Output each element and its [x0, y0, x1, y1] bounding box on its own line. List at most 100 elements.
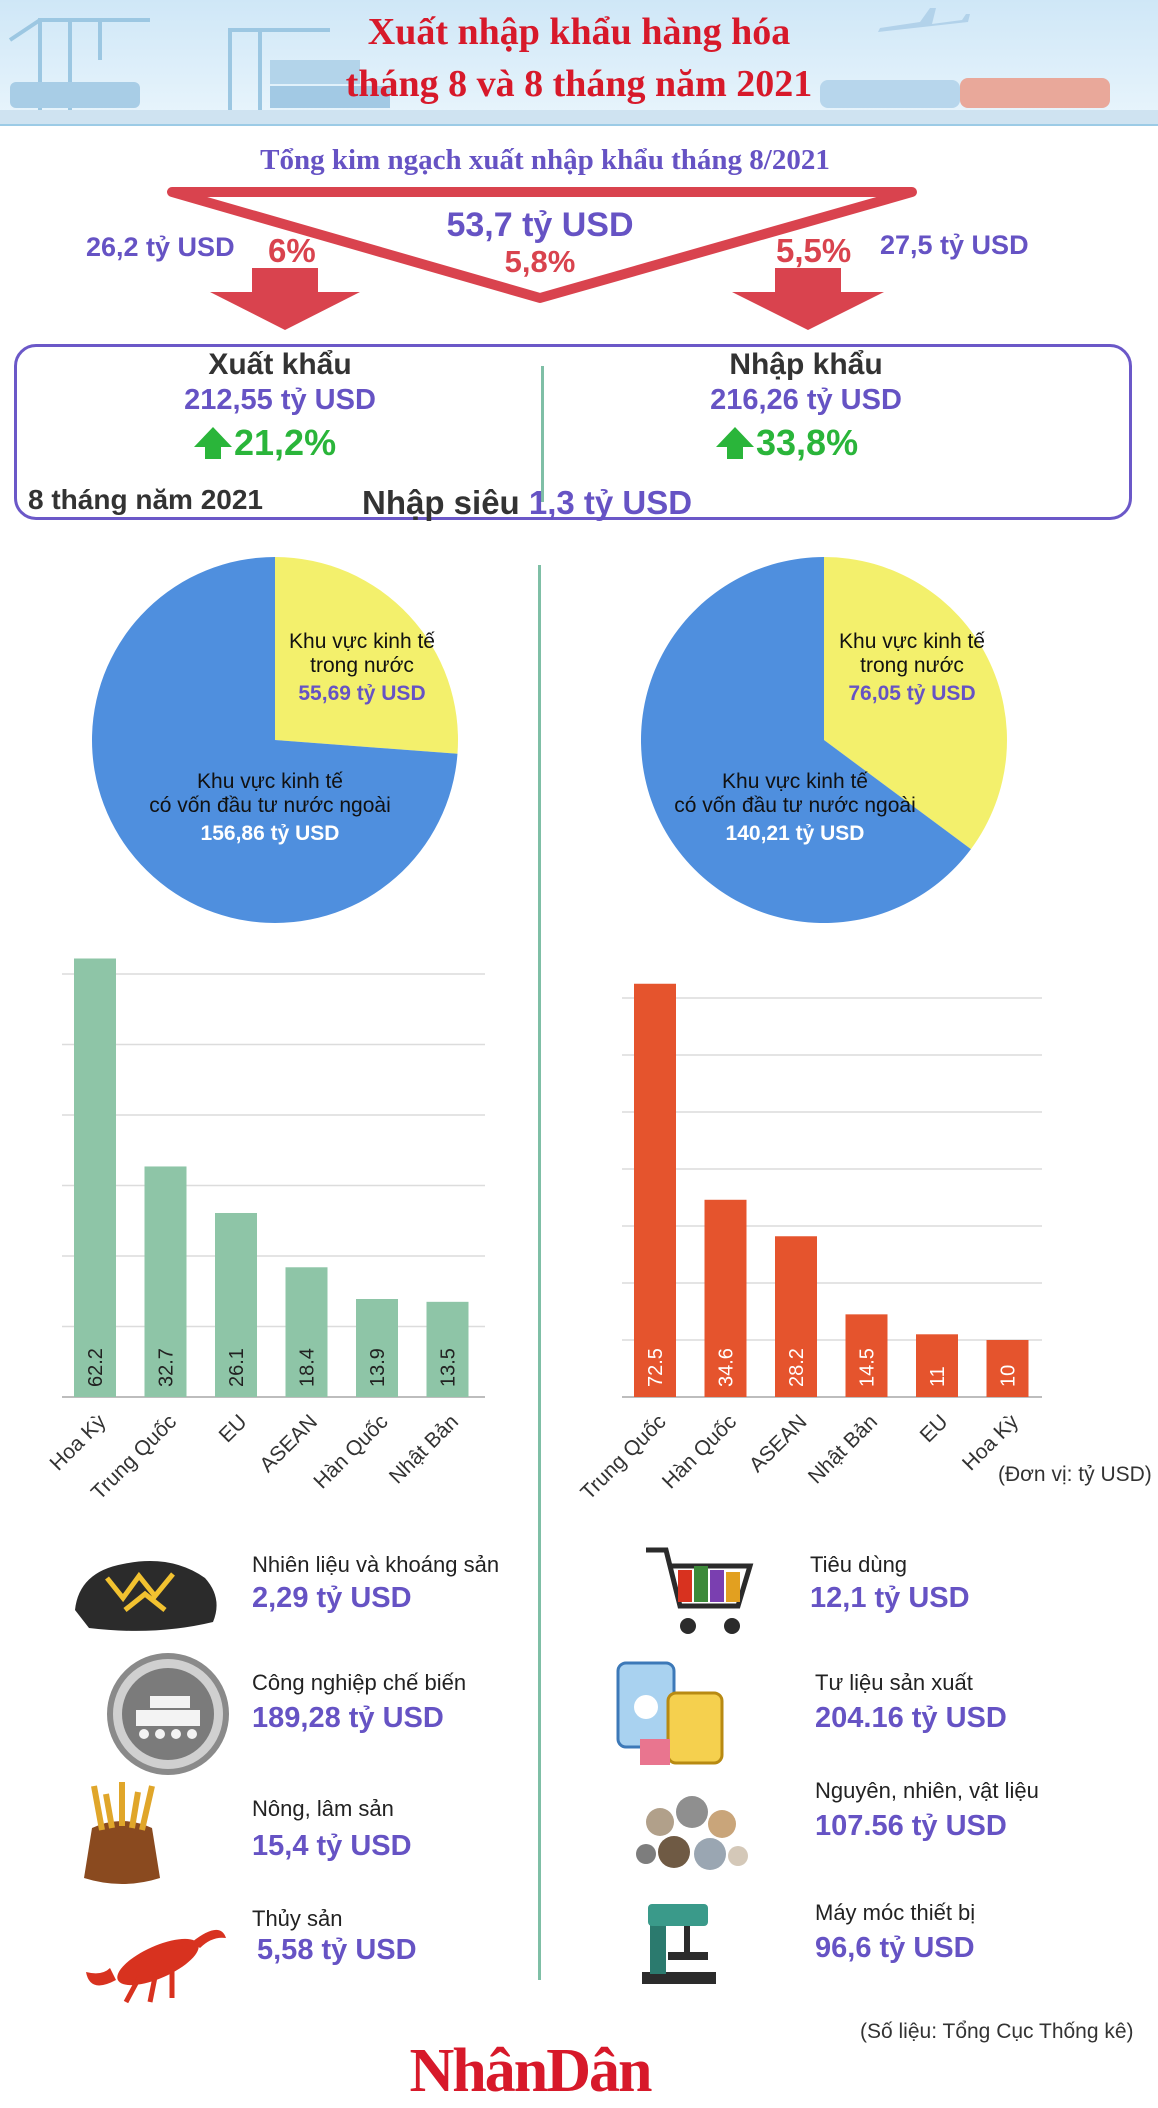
import-market-bar — [916, 1334, 958, 1397]
import-pie-slice-domestic — [824, 557, 1007, 850]
raw-materials-icon — [630, 1782, 750, 1887]
import-group-materials: Nguyên, nhiên, vật liệu 107.56 tỷ USD — [815, 1778, 1039, 1843]
month-import-change: 5,5% — [776, 232, 852, 269]
export-group-fuel: Nhiên liệu và khoáng sản 2,29 tỷ USD — [252, 1552, 499, 1615]
import-arrow — [732, 268, 884, 330]
summary-box — [14, 344, 1132, 520]
export-market-bar — [356, 1299, 398, 1397]
import-growth-value: 33,8% — [756, 422, 859, 463]
export-fdi-line1: Khu vực kinh tế — [197, 770, 343, 793]
grain-sack-icon — [72, 1780, 172, 1895]
export-market-category-label: Hoa Kỳ — [46, 1410, 111, 1475]
title-line-2: tháng 8 và 8 tháng năm 2021 — [345, 63, 813, 105]
unit-note: (Đơn vị: tỷ USD) — [998, 1463, 1152, 1486]
import-market-category-label: Hàn Quốc — [658, 1410, 741, 1493]
data-source: (Số liệu: Tổng Cục Thống kê) — [860, 2020, 1134, 2043]
export-market-bar — [426, 1301, 469, 1397]
month-total-change: 5,8% — [504, 244, 576, 279]
month-import-value: 27,5 tỷ USD — [880, 230, 1029, 260]
import-group-consumer-name: Tiêu dùng — [810, 1552, 908, 1577]
export-sector-pie — [92, 557, 459, 923]
arrow-up-icon — [716, 427, 754, 459]
import-pie-slice-fdi — [640, 557, 971, 923]
header-banner — [0, 0, 1158, 126]
import-market-category-label: Nhật Bản — [804, 1410, 882, 1488]
import-market-category-label: Trung Quốc — [576, 1410, 670, 1504]
export-market-bar — [285, 1267, 328, 1397]
deficit-label: Nhập siêu — [362, 484, 520, 521]
import-fdi-line2: có vốn đầu tư nước ngoài — [674, 794, 916, 817]
import-market-bar — [704, 1199, 747, 1397]
export-domestic-label: Khu vực kinh tế trong nước 55,69 tỷ USD — [262, 630, 462, 706]
export-market-value-label: 18.4 — [297, 1348, 319, 1387]
month-export-change: 6% — [268, 232, 316, 269]
factory-icon — [106, 1652, 230, 1781]
import-fdi-value: 140,21 tỷ USD — [725, 822, 865, 845]
import-group-production-name: Tư liệu sản xuất — [815, 1670, 973, 1695]
export-fdi-value: 156,86 tỷ USD — [200, 822, 340, 845]
export-market-value-label: 26.1 — [226, 1348, 248, 1387]
export-fdi-label: Khu vực kinh tế có vốn đầu tư nước ngoài… — [125, 770, 415, 846]
import-fdi-line1: Khu vực kinh tế — [722, 770, 868, 793]
import-group-machinery-value: 96,6 tỷ USD — [815, 1932, 975, 1964]
arrow-up-icon — [194, 427, 232, 459]
import-group-materials-value: 107.56 tỷ USD — [815, 1810, 1007, 1842]
export-group-seafood-name: Thủy sản — [252, 1906, 343, 1931]
column-divider — [538, 565, 541, 1980]
import-group-materials-name: Nguyên, nhiên, vật liệu — [815, 1778, 1039, 1803]
import-market-value-label: 10 — [998, 1365, 1020, 1387]
import-total: 216,26 tỷ USD — [710, 384, 902, 416]
export-group-fuel-name: Nhiên liệu và khoáng sản — [252, 1552, 500, 1577]
import-domestic-line2: trong nước — [860, 654, 964, 677]
export-market-category-label: Nhật Bản — [385, 1410, 463, 1488]
import-group-production-value: 204.16 tỷ USD — [815, 1702, 1007, 1734]
import-market-value-label: 34.6 — [716, 1348, 738, 1387]
import-market-bar — [986, 1340, 1029, 1397]
import-domestic-label: Khu vực kinh tế trong nước 76,05 tỷ USD — [812, 630, 1012, 706]
export-growth-value: 21,2% — [234, 422, 337, 463]
barrels-icon — [610, 1655, 730, 1778]
export-growth: 21,2% — [192, 422, 336, 464]
export-domestic-line2: trong nước — [310, 654, 414, 677]
export-pie-slice-fdi — [92, 557, 458, 923]
import-market-category-label: ASEAN — [745, 1410, 812, 1477]
shopping-cart-icon — [640, 1540, 760, 1651]
export-group-seafood-value: 5,58 tỷ USD — [257, 1934, 417, 1966]
import-fdi-label: Khu vực kinh tế có vốn đầu tư nước ngoài… — [650, 770, 940, 846]
export-market-category-label: Hàn Quốc — [309, 1410, 392, 1493]
export-market-bar — [144, 1166, 187, 1397]
flow-diagram — [167, 187, 917, 330]
import-market-value-label: 14.5 — [857, 1348, 879, 1387]
export-label: Xuất khẩu — [208, 348, 352, 381]
export-group-agriculture: Nông, lâm sản 15,4 tỷ USD — [252, 1796, 412, 1863]
import-sector-pie — [640, 557, 1007, 923]
export-market-value-label: 13.5 — [438, 1348, 460, 1387]
export-group-fuel-value: 2,29 tỷ USD — [252, 1582, 412, 1614]
port-illustration — [0, 8, 1158, 124]
import-group-consumer: Tiêu dùng 12,1 tỷ USD — [810, 1552, 970, 1615]
import-growth: 33,8% — [714, 422, 858, 464]
summary-divider — [541, 366, 544, 502]
export-group-processing: Công nghiệp chế biến 189,28 tỷ USD — [252, 1670, 466, 1735]
lobster-icon — [80, 1906, 230, 2011]
deficit-value: 1,3 tỷ USD — [528, 484, 693, 521]
import-label: Nhập khẩu — [729, 348, 883, 381]
import-group-consumer-value: 12,1 tỷ USD — [810, 1582, 970, 1614]
import-market-category-label: EU — [916, 1410, 953, 1447]
nhandan-logo: NhânDân — [409, 2037, 653, 2105]
import-market-value-label: 11 — [927, 1366, 949, 1387]
period-label: 8 tháng năm 2021 — [28, 484, 263, 515]
export-market-category-label: ASEAN — [255, 1410, 322, 1477]
export-pie-slice-domestic — [275, 557, 459, 754]
page-title: Xuất nhập khẩu hàng hóa tháng 8 và 8 thá… — [0, 6, 1158, 110]
import-market-bar — [845, 1314, 888, 1397]
import-markets-bar-chart: 72.5 Trung Quốc 34.6 Hàn Quốc 28.2 ASEAN 14.5 N… — [576, 983, 1042, 1504]
import-market-value-label: 28.2 — [786, 1348, 808, 1387]
export-arrow — [210, 268, 360, 330]
import-domestic-value: 76,05 tỷ USD — [848, 682, 976, 705]
export-total: 212,55 tỷ USD — [184, 384, 376, 416]
drill-press-icon — [634, 1898, 724, 1993]
export-market-category-label: EU — [215, 1410, 252, 1447]
export-market-value-label: 62.2 — [85, 1348, 107, 1387]
